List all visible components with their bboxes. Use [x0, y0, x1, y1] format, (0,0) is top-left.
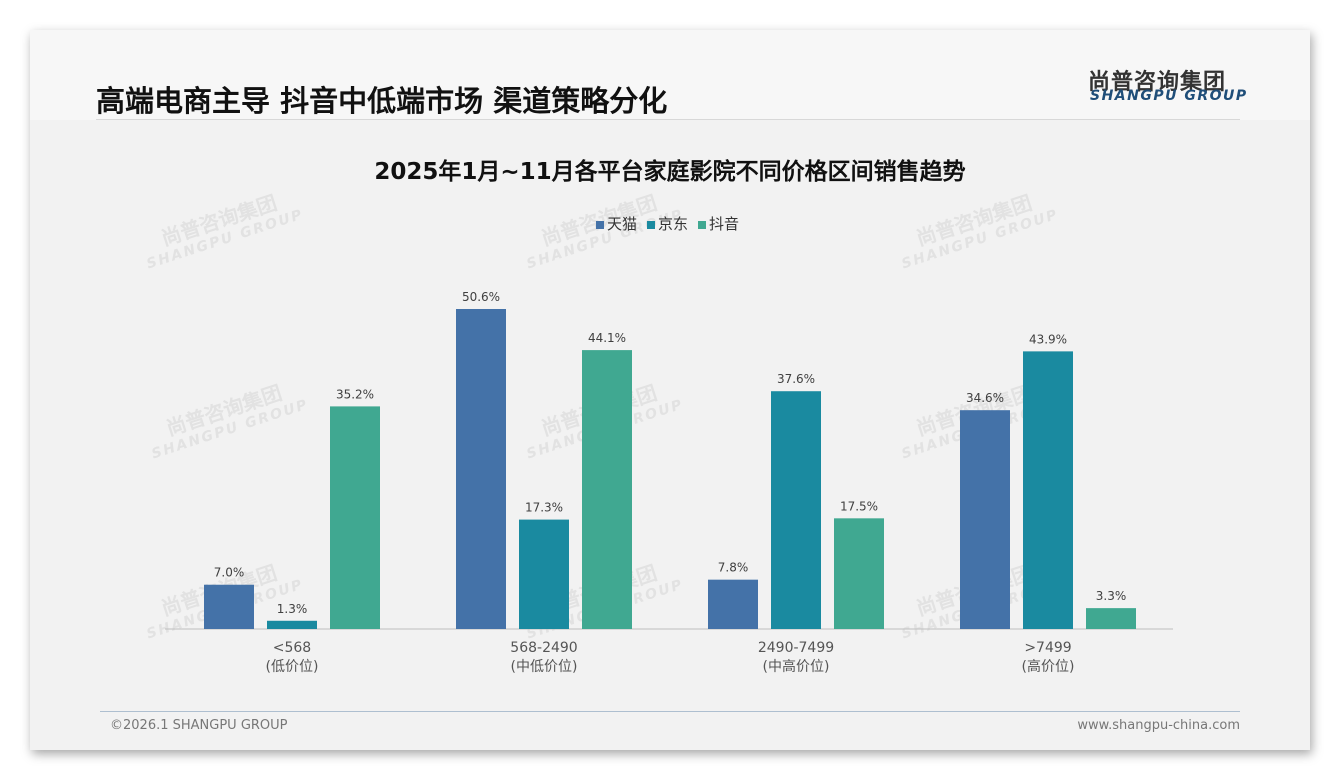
x-tick-label: <568 [273, 640, 311, 656]
bar-天猫 [204, 584, 254, 629]
legend-item: 京东 [647, 213, 688, 234]
x-tick-sublabel: (高价位) [1022, 658, 1075, 675]
data-label: 17.5% [840, 499, 878, 513]
bar-京东 [771, 391, 821, 629]
footer-copyright: ©2026.1 SHANGPU GROUP [110, 718, 288, 733]
bar-抖音 [834, 518, 884, 629]
bar-抖音 [330, 406, 380, 629]
legend-item: 天猫 [596, 213, 637, 234]
data-label: 17.3% [525, 501, 563, 515]
data-label: 7.8% [718, 561, 749, 575]
bar-抖音 [1086, 608, 1136, 629]
data-label: 35.2% [336, 387, 374, 401]
bar-天猫 [960, 410, 1010, 629]
legend-label: 天猫 [607, 215, 638, 233]
x-tick-label: >7499 [1024, 640, 1071, 656]
bar-京东 [1023, 351, 1073, 629]
data-label: 37.6% [777, 372, 815, 386]
data-label: 34.6% [966, 391, 1004, 405]
data-label: 3.3% [1096, 589, 1127, 603]
logo-cn: 尚普咨询集团 [1088, 70, 1227, 95]
legend-label: 京东 [658, 215, 689, 233]
bar-天猫 [456, 309, 506, 629]
legend-swatch [698, 220, 707, 229]
footer-website: www.shangpu-china.com [1077, 718, 1240, 733]
legend-swatch [647, 220, 656, 229]
bar-抖音 [582, 350, 632, 629]
data-label: 7.0% [214, 566, 245, 580]
bar-天猫 [708, 579, 758, 629]
logo-en: SHANGPU GROUP [1090, 88, 1248, 104]
x-tick-sublabel: (低价位) [266, 659, 319, 675]
header [30, 30, 1310, 120]
bar-京东 [519, 519, 569, 629]
footer-divider [100, 711, 1240, 712]
x-tick-sublabel: (中低价位) [511, 659, 578, 675]
chart-title: 2025年1月~11月各平台家庭影院不同价格区间销售趋势 [374, 159, 966, 185]
legend: 天猫 京东 抖音 [596, 213, 739, 234]
page-title: 高端电商主导 抖音中低端市场 渠道策略分化 [96, 84, 668, 118]
legend-label: 抖音 [709, 215, 740, 233]
bar-chart: 7.0% 1.3% 35.2% <568 (低价位) 50.6% 17.3% 44.1% 568… [165, 290, 1173, 675]
data-label: 44.1% [588, 331, 626, 345]
x-tick-label: 2490-7499 [758, 640, 834, 656]
data-label: 1.3% [277, 602, 308, 616]
slide: 高端电商主导 抖音中低端市场 渠道策略分化 尚普咨询集团 SHANGPU GRO… [30, 30, 1310, 750]
legend-swatch [596, 220, 604, 229]
header-divider [96, 119, 1240, 120]
x-tick-label: 568-2490 [510, 640, 577, 656]
data-label: 43.9% [1029, 332, 1067, 346]
x-tick-sublabel: (中高价位) [763, 658, 830, 675]
bar-京东 [267, 620, 317, 629]
legend-item: 抖音 [698, 213, 739, 234]
data-label: 50.6% [462, 290, 500, 304]
